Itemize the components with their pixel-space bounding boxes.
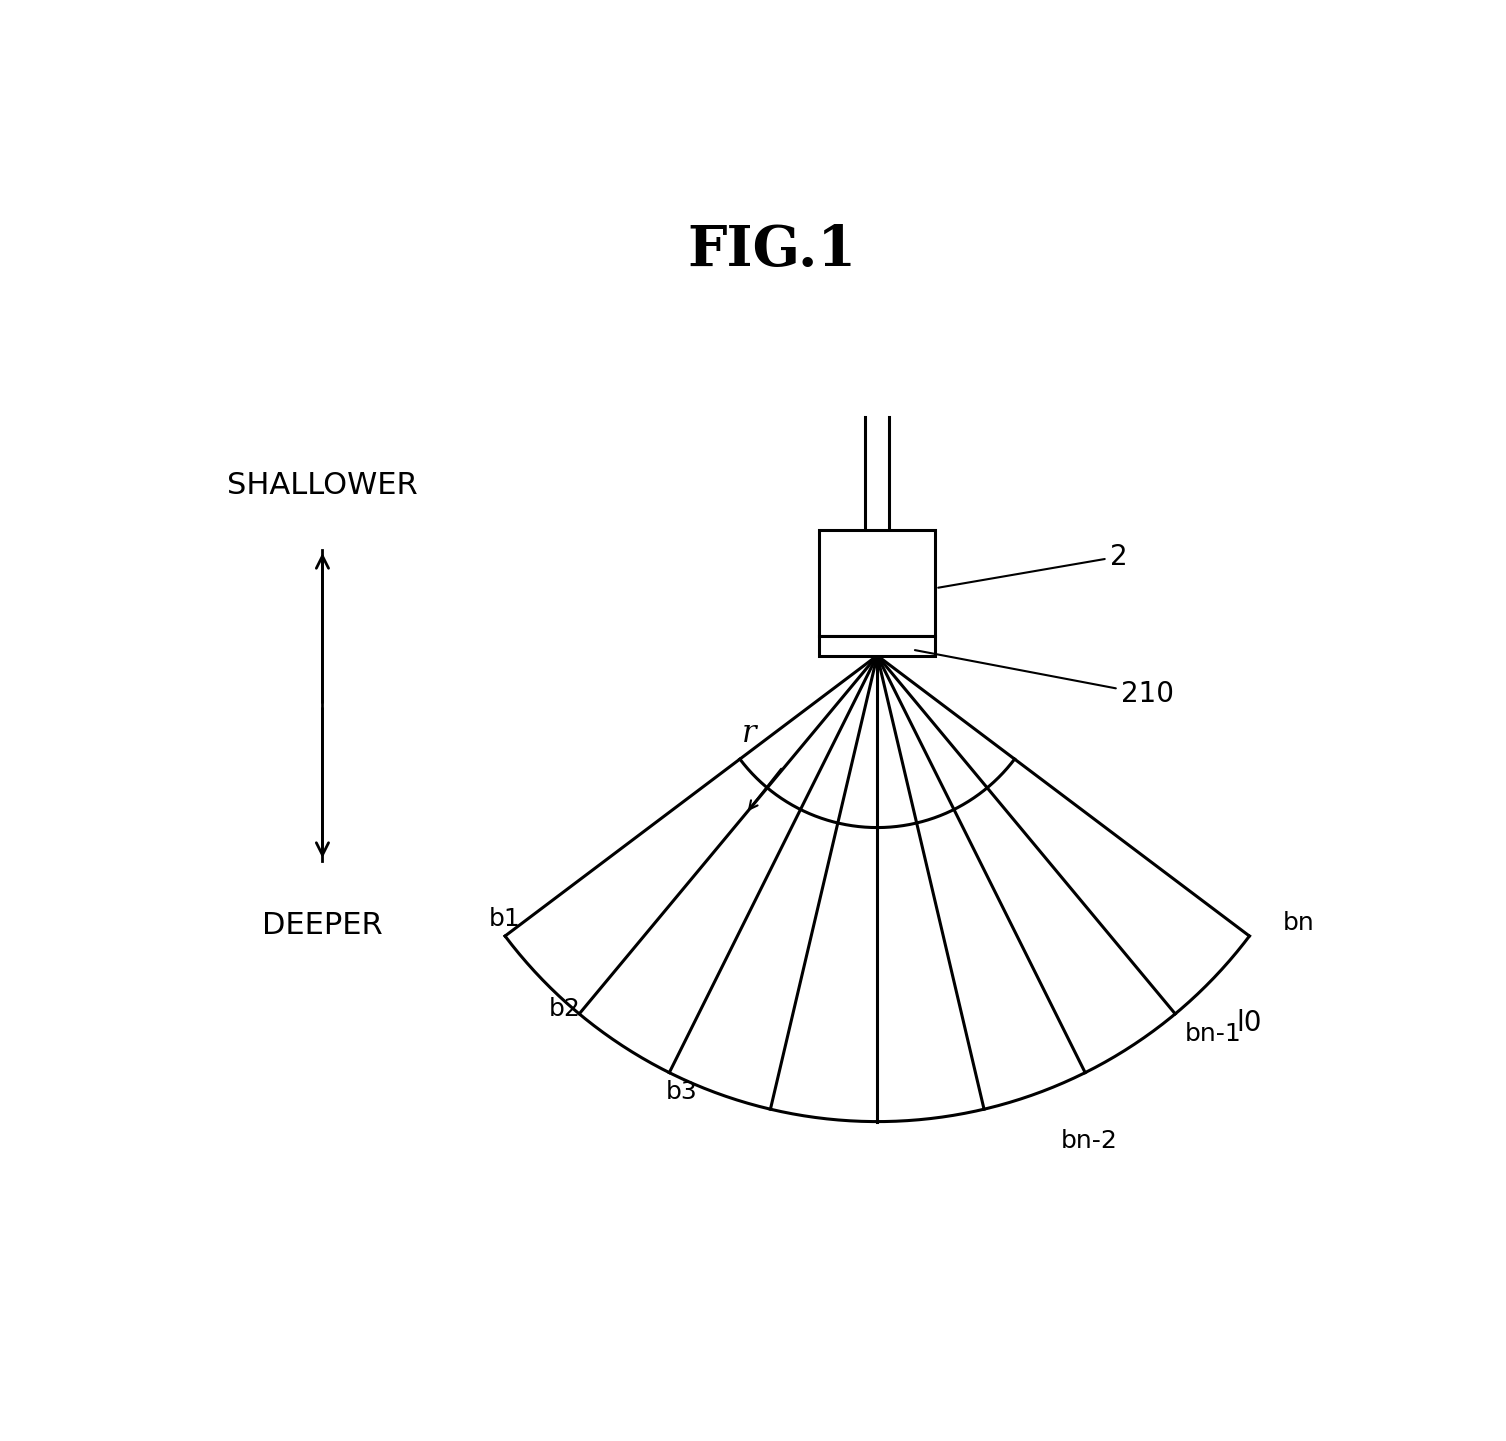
Text: 210: 210 [916,650,1175,709]
Text: SHALLOWER: SHALLOWER [227,471,417,500]
Text: bn-1: bn-1 [1185,1022,1241,1046]
Text: DEEPER: DEEPER [262,911,383,940]
Text: b2: b2 [550,997,581,1020]
Text: 2: 2 [938,543,1128,588]
Text: b3: b3 [666,1081,697,1104]
Text: FIG.1: FIG.1 [687,223,857,278]
Text: bn-2: bn-2 [1060,1130,1117,1153]
Text: b1: b1 [489,908,521,931]
Text: r: r [742,718,758,749]
Bar [819,530,935,635]
Text: l0: l0 [1236,1009,1262,1038]
Text: bn: bn [1282,911,1315,935]
Bar [819,635,935,656]
